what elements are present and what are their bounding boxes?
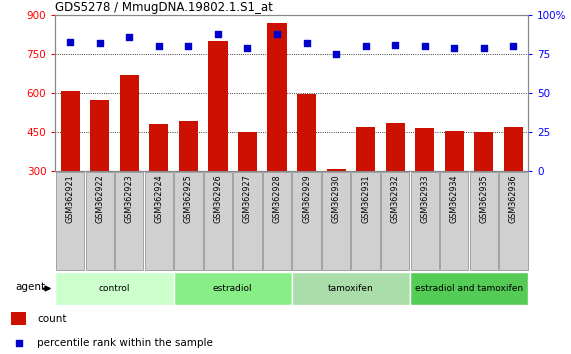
Point <box>243 45 252 51</box>
Text: percentile rank within the sample: percentile rank within the sample <box>37 338 213 348</box>
FancyBboxPatch shape <box>234 172 262 270</box>
Point <box>302 40 311 46</box>
Text: count: count <box>37 314 67 324</box>
Text: estradiol and tamoxifen: estradiol and tamoxifen <box>415 284 523 293</box>
Text: GSM362925: GSM362925 <box>184 174 193 223</box>
Bar <box>475 132 493 171</box>
FancyBboxPatch shape <box>410 272 528 304</box>
FancyBboxPatch shape <box>204 172 232 270</box>
Text: GSM362933: GSM362933 <box>420 174 429 223</box>
Bar <box>297 94 316 171</box>
Bar <box>61 91 80 171</box>
Point <box>66 39 75 44</box>
Bar <box>356 127 375 171</box>
FancyBboxPatch shape <box>322 172 350 270</box>
Point <box>184 44 193 49</box>
Text: GSM362935: GSM362935 <box>479 174 488 223</box>
Text: GSM362934: GSM362934 <box>450 174 459 223</box>
Text: GDS5278 / MmugDNA.19802.1.S1_at: GDS5278 / MmugDNA.19802.1.S1_at <box>55 1 274 14</box>
Point <box>124 34 134 40</box>
FancyBboxPatch shape <box>263 172 291 270</box>
Text: tamoxifen: tamoxifen <box>328 284 374 293</box>
Bar <box>90 100 109 171</box>
Point <box>391 42 400 47</box>
Text: GSM362930: GSM362930 <box>332 174 341 223</box>
Bar <box>445 131 464 171</box>
Point <box>361 44 370 49</box>
FancyBboxPatch shape <box>174 272 292 304</box>
Bar <box>120 75 139 171</box>
FancyBboxPatch shape <box>174 172 203 270</box>
Text: GSM362923: GSM362923 <box>124 174 134 223</box>
Bar <box>11 312 26 325</box>
Text: estradiol: estradiol <box>213 284 252 293</box>
FancyBboxPatch shape <box>381 172 409 270</box>
Bar <box>238 132 257 171</box>
Text: GSM362928: GSM362928 <box>272 174 282 223</box>
Point <box>509 44 518 49</box>
Point <box>214 31 223 36</box>
Text: GSM362922: GSM362922 <box>95 174 104 223</box>
Text: GSM362921: GSM362921 <box>66 174 75 223</box>
FancyBboxPatch shape <box>56 172 85 270</box>
Text: GSM362931: GSM362931 <box>361 174 370 223</box>
Text: agent: agent <box>15 282 46 292</box>
Text: control: control <box>99 284 130 293</box>
Text: GSM362932: GSM362932 <box>391 174 400 223</box>
Point <box>332 51 341 57</box>
FancyBboxPatch shape <box>115 172 143 270</box>
FancyBboxPatch shape <box>470 172 498 270</box>
Bar <box>385 123 405 171</box>
Point <box>420 44 429 49</box>
FancyBboxPatch shape <box>499 172 528 270</box>
Text: GSM362926: GSM362926 <box>214 174 223 223</box>
FancyBboxPatch shape <box>144 172 173 270</box>
Point <box>479 45 488 51</box>
FancyBboxPatch shape <box>352 172 380 270</box>
Text: GSM362927: GSM362927 <box>243 174 252 223</box>
FancyBboxPatch shape <box>292 172 321 270</box>
Text: GSM362929: GSM362929 <box>302 174 311 223</box>
Point <box>450 45 459 51</box>
Text: GSM362924: GSM362924 <box>154 174 163 223</box>
Point <box>272 31 282 36</box>
Point <box>349 231 359 237</box>
Point <box>95 40 104 46</box>
Bar <box>415 127 435 171</box>
Bar <box>208 41 227 171</box>
FancyBboxPatch shape <box>411 172 439 270</box>
Point <box>154 44 163 49</box>
FancyBboxPatch shape <box>292 272 410 304</box>
Bar <box>504 127 523 171</box>
Text: GSM362936: GSM362936 <box>509 174 518 223</box>
Bar <box>149 124 168 171</box>
Bar <box>179 121 198 171</box>
Bar <box>267 23 287 171</box>
FancyBboxPatch shape <box>55 272 174 304</box>
FancyBboxPatch shape <box>86 172 114 270</box>
FancyBboxPatch shape <box>440 172 468 270</box>
Bar <box>327 169 345 171</box>
